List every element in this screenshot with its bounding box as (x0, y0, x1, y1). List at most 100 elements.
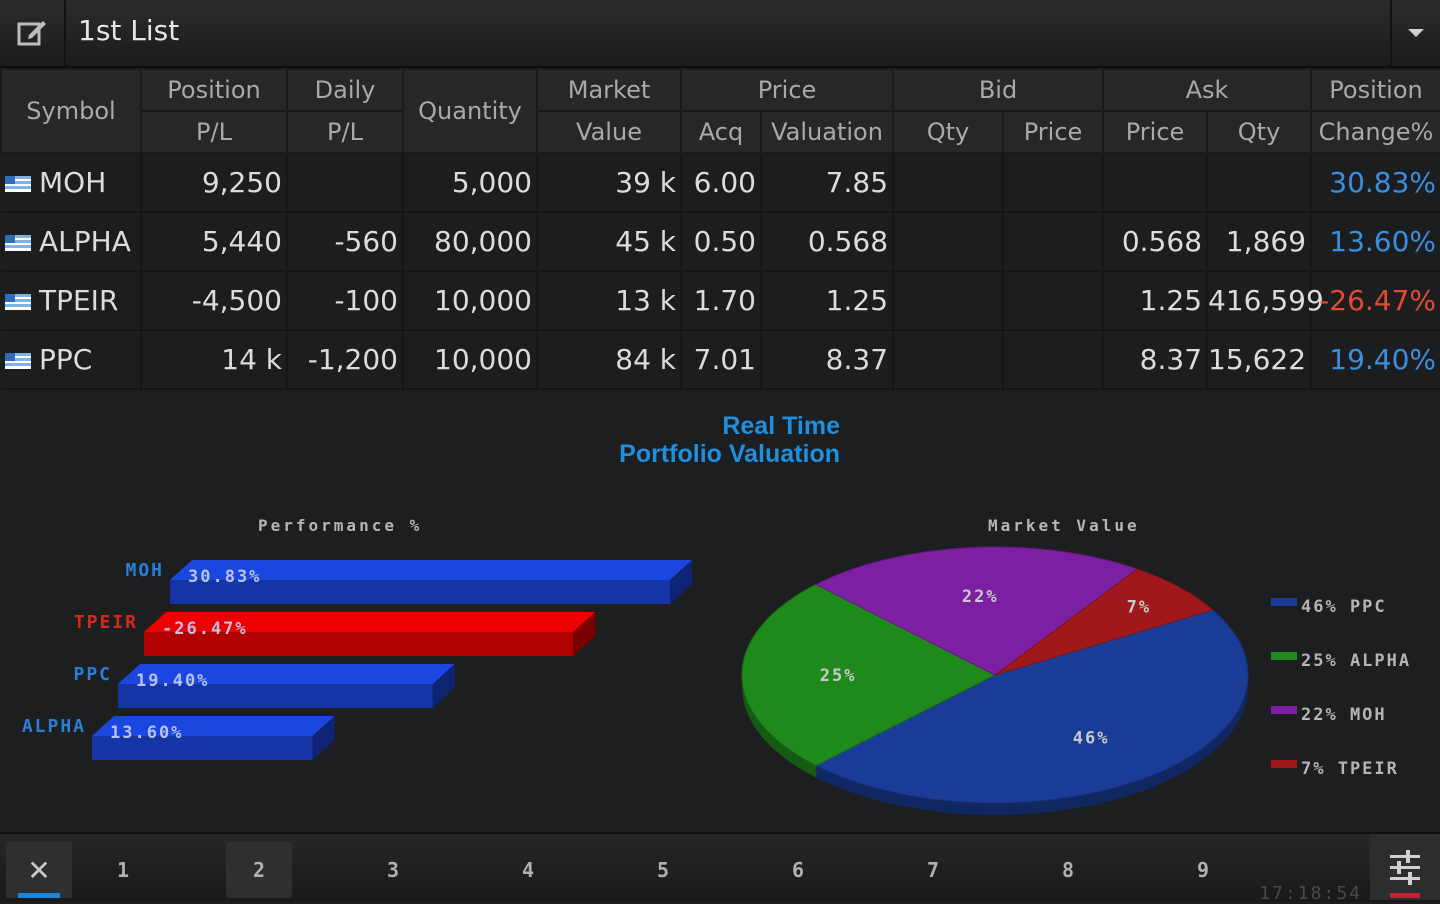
pie-slice-moh (814, 546, 1139, 676)
tab-4[interactable]: 4 (521, 858, 535, 882)
clock: 17:18:54 (1259, 883, 1362, 904)
tab-8[interactable]: 8 (1061, 858, 1075, 882)
performance-bar-chart: 30.83% -26.47% 19.40% 13.60% (92, 560, 692, 760)
acq-price-cell: 6.00 (681, 153, 762, 213)
tab-1[interactable]: 1 (116, 858, 130, 882)
charts-title-line-2: Portfolio Valuation (619, 440, 840, 468)
quantity-cell: 5,000 (403, 153, 538, 213)
table-row[interactable]: TPEIR -4,500 -100 10,000 13 k 1.70 1.25 … (1, 271, 1440, 331)
list-title[interactable]: 1st List (78, 14, 180, 47)
header-price-acq[interactable]: Acq (680, 110, 762, 154)
quantity-cell: 10,000 (403, 271, 538, 331)
tab-7[interactable]: 7 (926, 858, 940, 882)
header-market-value-1[interactable]: Market (536, 68, 682, 112)
ask-qty-cell: 1,869 (1207, 212, 1313, 272)
symbol-cell[interactable]: PPC (1, 330, 142, 390)
bar-top-face (92, 716, 335, 736)
charts-title-line-1: Real Time (722, 412, 840, 440)
ask-price-cell: 8.37 (1103, 330, 1209, 390)
bar-front-face (170, 580, 670, 604)
bar-tpeir: -26.47% (144, 612, 596, 656)
table-row[interactable]: PPC 14 k -1,200 10,000 84 k 7.01 8.37 8.… (1, 330, 1440, 390)
bar-value-label: 30.83% (188, 567, 261, 587)
header-daily-pl-1[interactable]: Daily (286, 68, 404, 112)
close-tab-button[interactable]: ✕ (6, 842, 72, 898)
legend-item: 25% ALPHA (1301, 651, 1412, 671)
quantity-cell: 80,000 (403, 212, 538, 272)
bar-side-face (573, 612, 596, 656)
ask-qty-cell (1207, 153, 1313, 213)
pie-slice-tpeir (994, 568, 1214, 676)
header-market-value-2[interactable]: Value (536, 110, 682, 154)
symbol-cell[interactable]: TPEIR (1, 271, 142, 331)
bar-front-face (144, 632, 574, 656)
bid-qty-cell (893, 330, 1005, 390)
greek-flag-icon (5, 294, 31, 310)
header-price-valuation[interactable]: Valuation (759, 110, 895, 154)
bid-price-cell (1003, 212, 1105, 272)
header-bid-price[interactable]: Price (1002, 110, 1105, 154)
symbol-text: PPC (39, 343, 93, 376)
symbol-cell[interactable]: MOH (1, 153, 142, 213)
bar-top-face (170, 560, 692, 580)
legend-swatch (1271, 598, 1297, 606)
sliders-icon (1390, 850, 1420, 885)
symbol-text: TPEIR (39, 284, 119, 317)
bar-ppc: 19.40% (118, 664, 455, 708)
header-quantity[interactable]: Quantity (402, 68, 538, 154)
header-price: Price (679, 68, 895, 112)
acq-price-cell: 0.50 (681, 212, 762, 272)
tab-6[interactable]: 6 (791, 858, 805, 882)
table-row[interactable]: MOH 9,250 5,000 39 k 6.00 7.85 30.83% (1, 153, 1440, 213)
header-symbol[interactable]: Symbol (0, 68, 142, 154)
charts-title: Real Time Portfolio Valuation (440, 412, 840, 468)
bid-qty-cell (893, 153, 1005, 213)
change-cell: 19.40% (1311, 330, 1440, 390)
symbol-text: MOH (39, 166, 107, 199)
symbol-cell[interactable]: ALPHA (1, 212, 142, 272)
tab-5[interactable]: 5 (656, 858, 670, 882)
bar-value-label: 19.40% (136, 671, 209, 691)
symbol-text: ALPHA (39, 225, 131, 258)
position-pl-cell: 14 k (141, 330, 288, 390)
ask-qty-cell: 416,599 (1207, 271, 1324, 331)
header-ask-price[interactable]: Price (1102, 110, 1209, 154)
header-daily-pl-2[interactable]: P/L (286, 110, 404, 154)
header-position-pl-1[interactable]: Position (140, 68, 288, 112)
list-dropdown-button[interactable] (1390, 0, 1440, 66)
market-value-pie-chart: 46% 25% 22% 7% (741, 546, 1249, 815)
tab-9[interactable]: 9 (1196, 858, 1210, 882)
ask-price-cell (1103, 153, 1209, 213)
position-pl-cell: 9,250 (141, 153, 288, 213)
header-bid-qty[interactable]: Qty (892, 110, 1005, 154)
bid-price-cell (1003, 330, 1105, 390)
bar-category-label: TPEIR (73, 612, 138, 633)
header-position-change-1[interactable]: Position (1310, 68, 1440, 112)
change-cell: 30.83% (1311, 153, 1440, 213)
quantity-cell: 10,000 (403, 330, 538, 390)
bar-category-label: ALPHA (21, 716, 86, 737)
tab-3[interactable]: 3 (386, 858, 400, 882)
greek-flag-icon (5, 176, 31, 192)
table-row[interactable]: ALPHA 5,440 -560 80,000 45 k 0.50 0.568 … (1, 212, 1440, 272)
pie-slice-label: 25% (820, 666, 857, 686)
close-tab-indicator (18, 893, 60, 898)
header-position-change-2[interactable]: Change% (1310, 110, 1440, 154)
settings-button[interactable] (1370, 834, 1440, 900)
market-value-cell: 84 k (537, 330, 682, 390)
pie-slice-label: 7% (1127, 598, 1151, 618)
valuation-price-cell: 8.37 (761, 330, 895, 390)
header-ask-qty[interactable]: Qty (1206, 110, 1313, 154)
bar-side-face (670, 560, 692, 604)
acq-price-cell: 7.01 (681, 330, 762, 390)
portfolio-table: Symbol Position Daily Quantity Market Pr… (0, 68, 1440, 390)
market-value-chart-title: Market Value (988, 516, 1140, 535)
edit-list-button[interactable] (0, 0, 66, 66)
pie-slice-label: 22% (962, 587, 999, 607)
pie-slice-ppc (814, 609, 1249, 804)
settings-indicator (1390, 893, 1420, 898)
bar-front-face (92, 736, 313, 760)
bar-top-face (144, 612, 596, 632)
header-position-pl-2[interactable]: P/L (140, 110, 288, 154)
tab-2[interactable]: 2 (226, 842, 292, 898)
